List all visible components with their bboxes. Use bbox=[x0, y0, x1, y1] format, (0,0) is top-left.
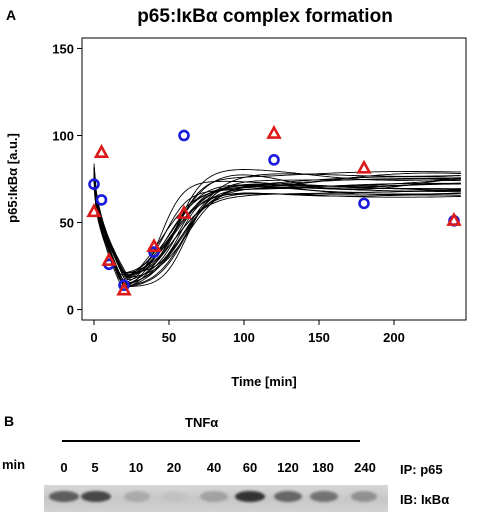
lane-label: 5 bbox=[91, 460, 99, 475]
data-points bbox=[86, 124, 462, 296]
fit-curve bbox=[93, 166, 461, 287]
data-point-triangle bbox=[101, 251, 117, 266]
lane-label: 10 bbox=[128, 460, 144, 475]
x-tick-label: 50 bbox=[162, 330, 176, 345]
x-tick-label: 0 bbox=[90, 330, 97, 345]
data-point-circle bbox=[268, 154, 280, 166]
data-point-triangle bbox=[116, 281, 132, 296]
blot-band bbox=[351, 491, 377, 502]
x-tick-label: 150 bbox=[308, 330, 330, 345]
ip-label: IP: p65 bbox=[400, 462, 443, 477]
panel-a-label: A bbox=[6, 7, 16, 23]
p65-ikba-chart: A p65:IκBα complex formation 0 50 100 150 0… bbox=[5, 6, 467, 389]
fit-curve bbox=[93, 170, 461, 289]
data-point-circle bbox=[358, 197, 370, 210]
data-point-triangle bbox=[93, 143, 110, 158]
data-point-triangle bbox=[176, 204, 192, 219]
y-tick-label: 150 bbox=[52, 41, 74, 56]
chart-title: p65:IκBα complex formation bbox=[137, 6, 393, 27]
y-axis-label: p65:IκBα [a.u.] bbox=[5, 133, 20, 223]
data-point-triangle bbox=[356, 159, 372, 174]
data-point-triangle bbox=[266, 124, 282, 139]
blot-band bbox=[162, 491, 186, 502]
data-point-circle bbox=[118, 279, 130, 291]
x-tick-label: 100 bbox=[233, 330, 255, 345]
treatment-label: TNFα bbox=[185, 415, 219, 430]
ib-label: IB: IκBα bbox=[400, 492, 450, 507]
lane-label: 240 bbox=[354, 460, 376, 475]
fit-curve bbox=[93, 169, 461, 277]
blot-band bbox=[81, 491, 111, 502]
y-tick-label: 100 bbox=[52, 128, 74, 143]
panel-b-label: B bbox=[4, 413, 15, 429]
y-tick-label: 0 bbox=[67, 303, 74, 318]
data-point-circle bbox=[148, 246, 160, 258]
lane-label: 60 bbox=[242, 460, 258, 475]
lane-label: 40 bbox=[206, 460, 222, 475]
blot-band bbox=[124, 491, 150, 502]
lane-label: 20 bbox=[166, 460, 182, 475]
y-tick-label: 50 bbox=[60, 216, 74, 231]
fit-curves bbox=[93, 163, 461, 289]
lane-label: 0 bbox=[60, 460, 68, 475]
lane-label: 180 bbox=[312, 460, 334, 475]
blot-band bbox=[274, 491, 302, 502]
x-tick-label: 200 bbox=[383, 330, 405, 345]
lane-label: 120 bbox=[277, 460, 299, 475]
y-axis: 0 50 100 150 bbox=[52, 41, 82, 318]
data-point-circle bbox=[88, 178, 100, 191]
blot-image bbox=[44, 485, 388, 512]
data-point-triangle bbox=[146, 237, 162, 252]
data-point-circle bbox=[178, 129, 190, 142]
blot-band bbox=[200, 491, 228, 502]
blot-band bbox=[310, 491, 338, 502]
fit-curve bbox=[93, 173, 461, 277]
x-axis: 0 50 100 150 200 bbox=[90, 320, 405, 345]
min-label: min bbox=[2, 457, 26, 472]
data-point-circle bbox=[95, 194, 108, 206]
blot-band bbox=[49, 491, 79, 502]
x-axis-label: Time [min] bbox=[231, 374, 297, 389]
plot-frame bbox=[81, 37, 467, 321]
data-point-triangle bbox=[446, 211, 462, 226]
treatment-bar bbox=[62, 440, 360, 442]
data-point-triangle bbox=[86, 203, 102, 218]
fit-curve bbox=[93, 171, 461, 276]
blot-band bbox=[235, 491, 265, 502]
western-blot-panel: B TNFα min 0 5 10 20 40 60 120 180 240 I… bbox=[0, 405, 487, 516]
